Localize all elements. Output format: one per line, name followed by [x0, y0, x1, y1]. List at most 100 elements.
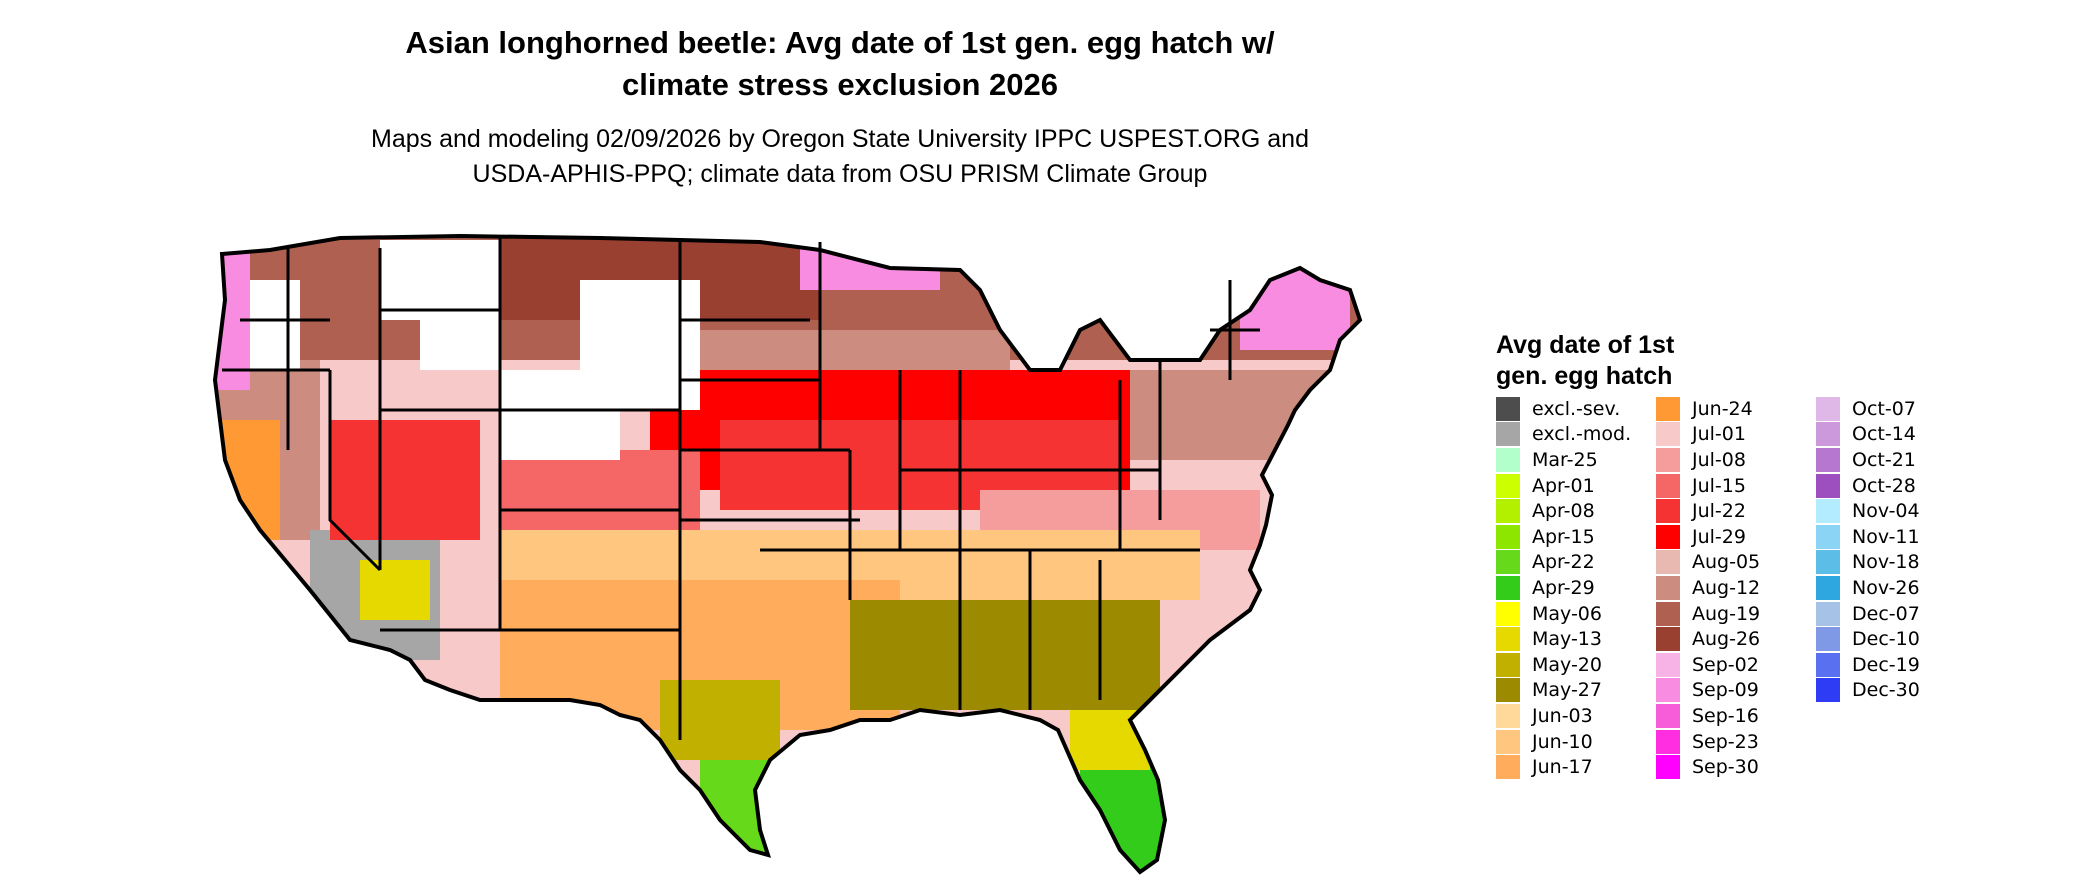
legend-label: Jun-17 [1532, 756, 1593, 779]
legend-label: Aug-26 [1692, 628, 1761, 651]
legend-item: Nov-04 [1816, 498, 1976, 524]
legend-label: Nov-26 [1852, 576, 1920, 599]
legend-item: Jul-01 [1656, 422, 1816, 448]
legend-label: Oct-28 [1852, 474, 1916, 497]
legend-title-line2: gen. egg hatch [1496, 362, 1673, 390]
legend-item: Jul-22 [1656, 498, 1816, 524]
legend-label: May-27 [1532, 679, 1602, 702]
legend-label: Jul-29 [1692, 525, 1746, 548]
legend-label: May-20 [1532, 653, 1602, 676]
map-fill [215, 236, 1360, 872]
legend-item: Jun-03 [1496, 703, 1656, 729]
legend-item: Aug-05 [1656, 550, 1816, 576]
legend-label: Sep-23 [1692, 730, 1759, 753]
legend-item: Oct-14 [1816, 422, 1976, 448]
legend-swatch [1816, 575, 1840, 600]
legend-label: Nov-04 [1852, 500, 1920, 523]
legend-item: May-20 [1496, 652, 1656, 678]
legend-swatch [1656, 729, 1680, 754]
legend-swatch [1816, 396, 1840, 421]
legend-item: Aug-19 [1656, 601, 1816, 627]
legend-item: Jun-17 [1496, 754, 1656, 780]
legend-label: Apr-15 [1532, 525, 1595, 548]
legend-swatch [1816, 627, 1840, 652]
legend-item: Dec-07 [1816, 601, 1976, 627]
legend-item: Sep-23 [1656, 729, 1816, 755]
legend-item: Dec-19 [1816, 652, 1976, 678]
legend-swatch [1496, 703, 1520, 728]
legend-item: Sep-16 [1656, 703, 1816, 729]
legend-label: Nov-11 [1852, 525, 1920, 548]
legend-item: May-13 [1496, 626, 1656, 652]
legend-swatch [1496, 499, 1520, 524]
legend-swatch [1496, 652, 1520, 677]
legend-item: Mar-25 [1496, 447, 1656, 473]
legend-item: excl.-mod. [1496, 422, 1656, 448]
legend-label: Jun-24 [1692, 397, 1753, 420]
legend-swatch [1816, 678, 1840, 703]
legend-item: Jul-15 [1656, 473, 1816, 499]
legend-item: Apr-22 [1496, 550, 1656, 576]
legend-label: Jul-22 [1692, 500, 1746, 523]
legend-title: Avg date of 1st gen. egg hatch [1496, 330, 1674, 392]
legend-item: Apr-01 [1496, 473, 1656, 499]
legend-label: Jul-01 [1692, 423, 1746, 446]
legend-swatch [1816, 524, 1840, 549]
legend-item: May-27 [1496, 678, 1656, 704]
legend-swatch [1816, 422, 1840, 447]
legend-swatch [1496, 627, 1520, 652]
legend-item: Aug-26 [1656, 626, 1816, 652]
legend-label: May-13 [1532, 628, 1602, 651]
legend-swatch [1496, 729, 1520, 754]
legend-swatch [1496, 755, 1520, 780]
legend-swatch [1656, 703, 1680, 728]
legend-label: Dec-30 [1852, 679, 1920, 702]
legend-item: Sep-30 [1656, 754, 1816, 780]
legend-swatch [1816, 499, 1840, 524]
legend-item: Jun-10 [1496, 729, 1656, 755]
legend-item: Nov-18 [1816, 550, 1976, 576]
legend-swatch [1496, 550, 1520, 575]
state-borders [222, 238, 1260, 740]
map-title-line2: climate stress exclusion 2026 [622, 67, 1058, 102]
legend-label: Dec-07 [1852, 602, 1920, 625]
legend-label: Dec-19 [1852, 653, 1920, 676]
legend-swatch [1496, 678, 1520, 703]
legend-swatch [1496, 601, 1520, 626]
legend-swatch [1656, 575, 1680, 600]
legend-label: Apr-01 [1532, 474, 1595, 497]
legend-label: Jul-15 [1692, 474, 1746, 497]
legend-item: Nov-11 [1816, 524, 1976, 550]
legend-item: Oct-28 [1816, 473, 1976, 499]
legend-label: Sep-02 [1692, 653, 1759, 676]
legend-label: Jun-03 [1532, 704, 1593, 727]
legend: Avg date of 1st gen. egg hatch excl.-sev… [1496, 330, 2056, 800]
legend-swatch [1656, 422, 1680, 447]
legend-item: Apr-29 [1496, 575, 1656, 601]
legend-item: Oct-21 [1816, 447, 1976, 473]
legend-swatch [1496, 396, 1520, 421]
legend-label: Oct-07 [1852, 397, 1916, 420]
legend-label: Apr-22 [1532, 551, 1595, 574]
legend-label: Oct-21 [1852, 448, 1916, 471]
legend-item: Sep-02 [1656, 652, 1816, 678]
legend-swatch [1656, 755, 1680, 780]
legend-item: Dec-10 [1816, 626, 1976, 652]
legend-label: Aug-05 [1692, 551, 1761, 574]
legend-swatch [1496, 422, 1520, 447]
legend-swatch [1496, 575, 1520, 600]
legend-label: excl.-sev. [1532, 397, 1621, 420]
legend-swatch [1816, 473, 1840, 498]
legend-swatch [1816, 601, 1840, 626]
legend-swatch [1816, 652, 1840, 677]
legend-swatch [1656, 601, 1680, 626]
map-subtitle-line1: Maps and modeling 02/09/2026 by Oregon S… [371, 125, 1309, 153]
legend-label: Apr-08 [1532, 500, 1595, 523]
legend-label: Oct-14 [1852, 423, 1916, 446]
legend-item: Apr-15 [1496, 524, 1656, 550]
legend-swatch [1656, 499, 1680, 524]
legend-label: Sep-30 [1692, 756, 1759, 779]
legend-swatch [1816, 447, 1840, 472]
legend-label: Sep-16 [1692, 704, 1759, 727]
legend-label: Nov-18 [1852, 551, 1920, 574]
